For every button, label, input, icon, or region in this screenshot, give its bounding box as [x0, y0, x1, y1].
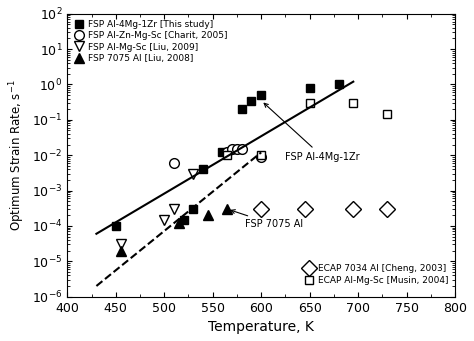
FSP 7075 Al [Liu, 2008]: [224, 207, 230, 211]
FSP Al-4Mg-1Zr [This study]: [249, 99, 255, 103]
ECAP 7034 Al [Cheng, 2003]: [350, 207, 356, 211]
FSP Al-Mg-Sc [Liu, 2009]: [118, 242, 124, 247]
FSP 7075 Al [Liu, 2008]: [176, 221, 182, 225]
FSP Al-4Mg-1Zr [This study]: [181, 218, 186, 222]
ECAP Al-Mg-Sc [Musin, 2004]: [224, 153, 230, 157]
FSP Al-4Mg-1Zr [This study]: [219, 150, 225, 154]
FSP Al-Mg-Sc [Liu, 2009]: [191, 172, 196, 176]
FSP Al-Zn-Mg-Sc [Charit, 2005]: [258, 155, 264, 159]
FSP Al-4Mg-1Zr [This study]: [258, 93, 264, 97]
Y-axis label: Optimum Strain Rate, s$^{-1}$: Optimum Strain Rate, s$^{-1}$: [7, 79, 27, 231]
FSP Al-Zn-Mg-Sc [Charit, 2005]: [234, 147, 240, 151]
FSP Al-Mg-Sc [Liu, 2009]: [162, 218, 167, 222]
FSP Al-4Mg-1Zr [This study]: [200, 167, 206, 171]
FSP Al-4Mg-1Zr [This study]: [307, 86, 312, 90]
FSP Al-Mg-Sc [Liu, 2009]: [171, 207, 177, 211]
Line: ECAP 7034 Al [Cheng, 2003]: ECAP 7034 Al [Cheng, 2003]: [255, 204, 393, 214]
Line: FSP Al-Mg-Sc [Liu, 2009]: FSP Al-Mg-Sc [Liu, 2009]: [116, 169, 198, 249]
FSP Al-4Mg-1Zr [This study]: [234, 147, 240, 151]
ECAP 7034 Al [Cheng, 2003]: [302, 207, 308, 211]
ECAP Al-Mg-Sc [Musin, 2004]: [350, 101, 356, 105]
FSP Al-4Mg-1Zr [This study]: [191, 207, 196, 211]
X-axis label: Temperature, K: Temperature, K: [208, 320, 314, 334]
Line: FSP 7075 Al [Liu, 2008]: FSP 7075 Al [Liu, 2008]: [116, 204, 232, 255]
FSP Al-Zn-Mg-Sc [Charit, 2005]: [171, 161, 177, 165]
Line: FSP Al-4Mg-1Zr [This study]: FSP Al-4Mg-1Zr [This study]: [111, 80, 343, 230]
ECAP 7034 Al [Cheng, 2003]: [258, 207, 264, 211]
ECAP Al-Mg-Sc [Musin, 2004]: [258, 153, 264, 157]
FSP Al-4Mg-1Zr [This study]: [113, 224, 118, 228]
Line: FSP Al-Zn-Mg-Sc [Charit, 2005]: FSP Al-Zn-Mg-Sc [Charit, 2005]: [169, 144, 266, 168]
Text: FSP Al-4Mg-1Zr: FSP Al-4Mg-1Zr: [264, 103, 360, 162]
FSP Al-4Mg-1Zr [This study]: [336, 83, 342, 87]
FSP 7075 Al [Liu, 2008]: [118, 249, 124, 253]
Text: FSP 7075 Al: FSP 7075 Al: [231, 210, 303, 229]
ECAP Al-Mg-Sc [Musin, 2004]: [307, 101, 312, 105]
FSP Al-Zn-Mg-Sc [Charit, 2005]: [229, 147, 235, 151]
FSP Al-Zn-Mg-Sc [Charit, 2005]: [224, 150, 230, 154]
ECAP Al-Mg-Sc [Musin, 2004]: [384, 112, 390, 116]
FSP Al-Zn-Mg-Sc [Charit, 2005]: [239, 147, 245, 151]
Legend: ECAP 7034 Al [Cheng, 2003], ECAP Al-Mg-Sc [Musin, 2004]: ECAP 7034 Al [Cheng, 2003], ECAP Al-Mg-S…: [302, 263, 451, 286]
ECAP 7034 Al [Cheng, 2003]: [384, 207, 390, 211]
FSP 7075 Al [Liu, 2008]: [205, 213, 211, 217]
Line: ECAP Al-Mg-Sc [Musin, 2004]: ECAP Al-Mg-Sc [Musin, 2004]: [223, 99, 392, 159]
FSP Al-4Mg-1Zr [This study]: [239, 107, 245, 111]
